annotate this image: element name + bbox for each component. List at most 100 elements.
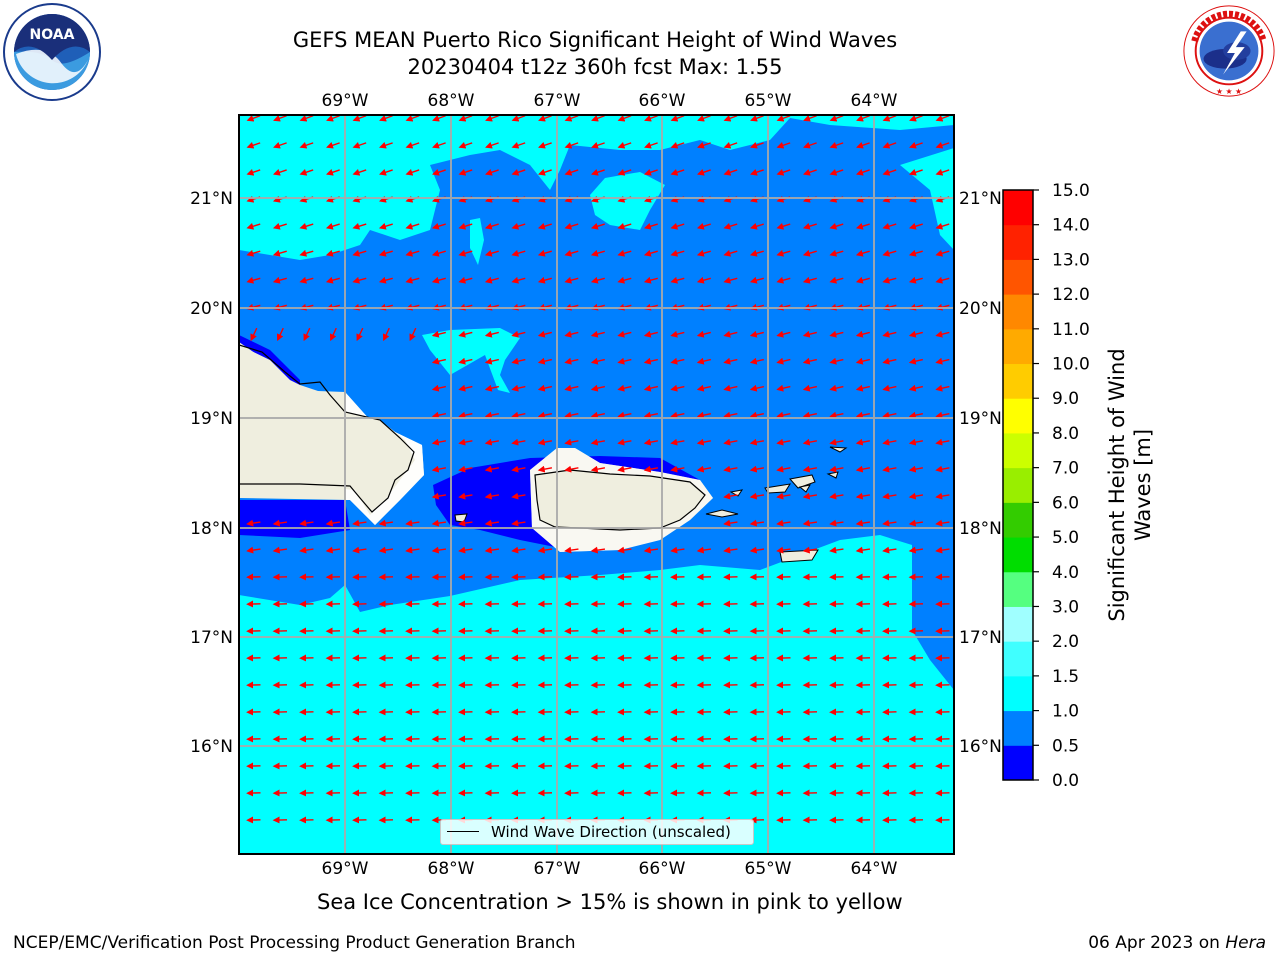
wave-direction-arrow	[670, 546, 685, 554]
wave-field-cyan-south	[239, 535, 954, 854]
wave-direction-arrow	[802, 465, 818, 473]
wave-direction-arrow	[670, 465, 685, 473]
wave-direction-arrow	[537, 546, 553, 554]
colorbar-segment	[1003, 675, 1033, 712]
wave-direction-arrow	[299, 115, 314, 122]
wave-direction-arrow	[723, 249, 738, 257]
colorbar-segment	[1003, 190, 1033, 226]
wave-direction-arrow	[643, 330, 658, 338]
wave-direction-arrow	[590, 357, 605, 365]
wave-direction-arrow	[379, 141, 393, 149]
wave-direction-arrow	[855, 249, 870, 257]
wave-direction-arrow	[696, 438, 712, 446]
wave-direction-arrow	[643, 357, 658, 365]
wave-direction-arrow	[537, 222, 552, 230]
wave-direction-arrow	[432, 115, 446, 122]
wave-direction-arrow	[935, 249, 950, 257]
wave-direction-arrow	[564, 438, 579, 446]
wave-direction-arrow	[511, 492, 526, 500]
wave-direction-arrow	[273, 141, 287, 149]
wave-direction-arrow	[935, 330, 950, 338]
wave-direction-arrow	[511, 519, 526, 527]
wave-direction-arrow	[272, 519, 288, 527]
wave-direction-arrow	[564, 411, 579, 419]
wave-direction-arrow	[590, 384, 605, 392]
wave-direction-arrow	[882, 519, 897, 527]
wave-direction-arrow	[802, 330, 817, 338]
wave-direction-arrow	[776, 276, 791, 284]
wave-direction-arrow	[484, 384, 499, 392]
wave-direction-arrow	[405, 222, 420, 230]
wave-direction-arrow	[299, 222, 314, 230]
wave-direction-arrow	[855, 357, 870, 365]
wave-direction-arrow	[776, 546, 791, 554]
wave-direction-arrow	[908, 357, 923, 365]
lat-labels-right: 21°N 20°N 19°N 18°N 17°N 16°N	[959, 189, 1002, 757]
wave-direction-arrow	[356, 327, 364, 342]
wave-direction-arrow	[303, 327, 311, 342]
wave-direction-arrow	[723, 546, 738, 554]
wave-direction-arrow	[590, 546, 606, 554]
wave-direction-arrow	[749, 519, 765, 527]
wave-direction-arrow	[485, 141, 499, 149]
wave-direction-arrow	[803, 168, 817, 176]
lat-label: 20°N	[959, 299, 1002, 319]
wave-direction-arrow	[564, 465, 579, 473]
wave-direction-arrow	[829, 411, 844, 419]
footer-credit: NCEP/EMC/Verification Post Processing Pr…	[13, 933, 576, 953]
colorbar-segment	[1003, 224, 1033, 260]
wave-direction-arrow	[352, 276, 367, 284]
wave-direction-arrow	[458, 115, 473, 122]
lon-label: 67°W	[534, 91, 581, 111]
wave-direction-arrow	[749, 465, 765, 473]
lon-label: 65°W	[745, 91, 792, 111]
wave-direction-arrow	[299, 168, 314, 176]
wave-direction-arrow	[935, 546, 950, 554]
wave-direction-arrow	[908, 330, 923, 338]
wave-direction-arrow	[617, 411, 632, 419]
lon-label: 64°W	[851, 859, 898, 879]
wave-direction-arrow	[325, 249, 340, 257]
wave-direction-arrow	[643, 438, 659, 446]
wave-direction-arrow	[326, 141, 340, 149]
wave-field-blue-dr-south	[239, 500, 350, 538]
wave-direction-arrow	[246, 546, 261, 554]
colorbar-segment	[1003, 710, 1033, 746]
wave-direction-arrow	[935, 519, 950, 527]
wave-direction-arrow	[431, 546, 447, 554]
wave-direction-arrow	[803, 141, 817, 149]
wave-direction-arrow	[458, 357, 473, 365]
wave-direction-arrow	[325, 222, 340, 230]
wave-direction-arrow	[379, 115, 393, 122]
wave-direction-arrow	[276, 327, 284, 342]
wave-direction-arrow	[697, 141, 711, 149]
wave-direction-arrow	[591, 115, 605, 122]
wave-direction-arrow	[829, 115, 844, 122]
wave-direction-arrow	[590, 330, 605, 338]
wave-direction-arrow	[723, 438, 738, 446]
wave-direction-arrow	[617, 222, 632, 230]
wave-direction-arrow	[352, 249, 367, 257]
wave-direction-arrow	[829, 519, 844, 527]
wave-direction-arrow	[431, 357, 446, 365]
wave-direction-arrow	[537, 411, 553, 419]
wave-direction-arrow	[855, 465, 871, 473]
wave-direction-arrow	[458, 141, 473, 149]
wave-direction-arrow	[696, 249, 711, 257]
lat-label: 16°N	[190, 737, 233, 757]
land-fill-hispaniola	[239, 345, 415, 515]
wave-direction-arrow	[696, 276, 711, 284]
wave-direction-arrow	[644, 141, 658, 149]
wave-direction-arrow	[855, 222, 870, 230]
wave-direction-arrow	[696, 546, 712, 554]
wave-direction-arrow	[246, 276, 261, 284]
wave-direction-arrow	[776, 222, 791, 230]
colorbar	[1002, 189, 1034, 781]
wave-direction-arrow	[538, 168, 552, 176]
wave-direction-arrow	[246, 141, 261, 149]
wave-direction-arrow	[352, 222, 367, 230]
wave-direction-arrow	[382, 327, 390, 342]
wave-direction-arrow	[431, 438, 447, 446]
colorbar-ticks: 15.0 14.0 13.0 12.0 11.0 10.0 9.0 8.0 7.0 6.0 5.0 4…	[1033, 181, 1090, 791]
wave-direction-arrow	[352, 115, 367, 122]
